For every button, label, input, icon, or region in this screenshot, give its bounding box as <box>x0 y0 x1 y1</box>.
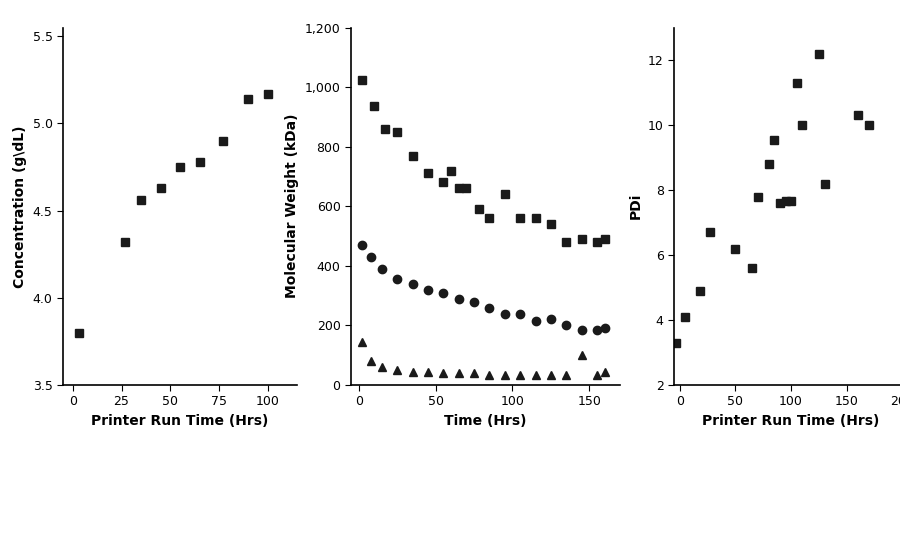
Y-axis label: Concentration (g\dL): Concentration (g\dL) <box>13 125 27 288</box>
X-axis label: Printer Run Time (Hrs): Printer Run Time (Hrs) <box>702 414 880 428</box>
Y-axis label: PDi: PDi <box>628 193 643 219</box>
X-axis label: Time (Hrs): Time (Hrs) <box>445 414 526 428</box>
Y-axis label: Molecular Weight (kDa): Molecular Weight (kDa) <box>285 114 299 299</box>
X-axis label: Printer Run Time (Hrs): Printer Run Time (Hrs) <box>91 414 269 428</box>
